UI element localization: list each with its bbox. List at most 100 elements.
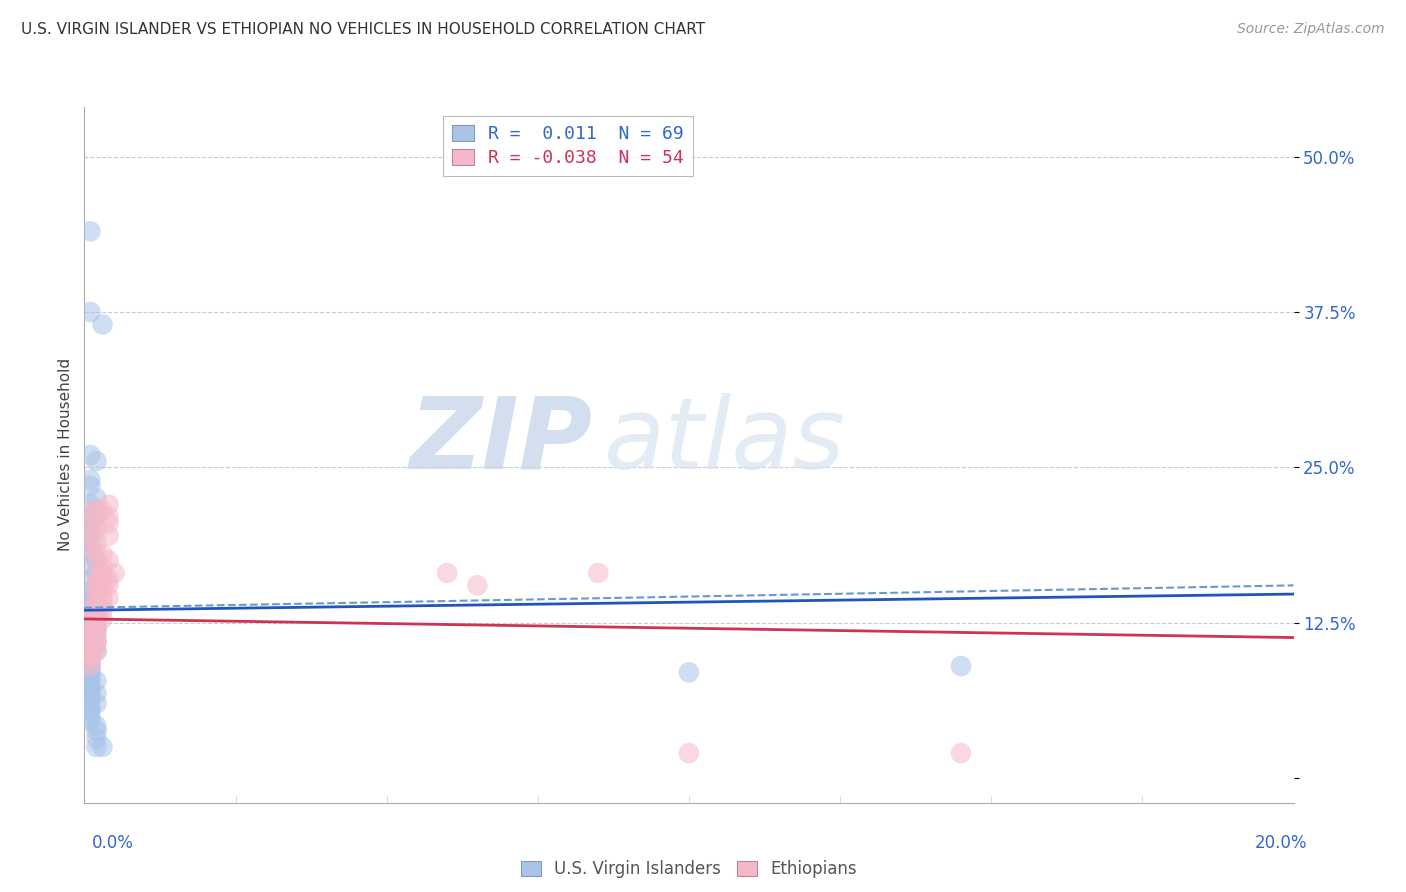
Point — [79, 653, 101, 667]
Point — [79, 516, 101, 531]
Point — [91, 570, 114, 584]
Point — [86, 634, 108, 648]
Point — [79, 669, 101, 683]
Point — [86, 624, 108, 639]
Point — [79, 681, 101, 696]
Point — [79, 529, 101, 543]
Point — [86, 612, 108, 626]
Point — [79, 599, 101, 614]
Point — [79, 700, 101, 714]
Point — [678, 746, 700, 760]
Point — [467, 578, 489, 592]
Point — [86, 628, 108, 642]
Point — [79, 622, 101, 636]
Point — [79, 534, 101, 549]
Point — [79, 684, 101, 698]
Point — [79, 479, 101, 493]
Point — [97, 553, 120, 567]
Point — [86, 634, 108, 648]
Point — [86, 578, 108, 592]
Point — [79, 632, 101, 646]
Text: Source: ZipAtlas.com: Source: ZipAtlas.com — [1237, 22, 1385, 37]
Point — [950, 659, 973, 673]
Point — [79, 523, 101, 537]
Point — [91, 559, 114, 574]
Point — [79, 609, 101, 624]
Text: 0.0%: 0.0% — [91, 834, 134, 852]
Point — [91, 547, 114, 561]
Point — [97, 516, 120, 531]
Point — [86, 566, 108, 580]
Point — [86, 719, 108, 733]
Point — [79, 529, 101, 543]
Point — [86, 637, 108, 651]
Point — [91, 574, 114, 589]
Point — [588, 566, 610, 580]
Point — [86, 584, 108, 599]
Point — [86, 615, 108, 630]
Text: U.S. VIRGIN ISLANDER VS ETHIOPIAN NO VEHICLES IN HOUSEHOLD CORRELATION CHART: U.S. VIRGIN ISLANDER VS ETHIOPIAN NO VEH… — [21, 22, 706, 37]
Point — [79, 659, 101, 673]
Point — [79, 541, 101, 555]
Point — [79, 448, 101, 462]
Point — [79, 510, 101, 524]
Point — [86, 491, 108, 506]
Point — [91, 603, 114, 617]
Point — [79, 665, 101, 680]
Point — [86, 572, 108, 586]
Point — [79, 704, 101, 718]
Point — [91, 739, 114, 754]
Point — [97, 510, 120, 524]
Point — [86, 553, 108, 567]
Point — [79, 607, 101, 621]
Point — [79, 632, 101, 646]
Point — [86, 619, 108, 633]
Point — [86, 607, 108, 621]
Text: 20.0%: 20.0% — [1256, 834, 1308, 852]
Point — [678, 665, 700, 680]
Point — [91, 612, 114, 626]
Point — [79, 672, 101, 686]
Point — [97, 591, 120, 605]
Point — [86, 587, 108, 601]
Point — [86, 644, 108, 658]
Point — [86, 599, 108, 614]
Text: atlas: atlas — [605, 392, 846, 490]
Point — [79, 649, 101, 664]
Point — [79, 609, 101, 624]
Point — [79, 694, 101, 708]
Point — [86, 504, 108, 518]
Point — [79, 584, 101, 599]
Point — [79, 603, 101, 617]
Point — [79, 640, 101, 655]
Point — [86, 644, 108, 658]
Point — [79, 305, 101, 319]
Point — [79, 628, 101, 642]
Text: ZIP: ZIP — [409, 392, 592, 490]
Point — [86, 545, 108, 559]
Legend: U.S. Virgin Islanders, Ethiopians: U.S. Virgin Islanders, Ethiopians — [513, 854, 865, 885]
Point — [79, 587, 101, 601]
Point — [86, 591, 108, 605]
Point — [86, 686, 108, 700]
Point — [86, 739, 108, 754]
Point — [79, 663, 101, 677]
Point — [79, 653, 101, 667]
Point — [91, 504, 114, 518]
Point — [79, 708, 101, 723]
Point — [91, 597, 114, 611]
Point — [79, 657, 101, 671]
Point — [97, 498, 120, 512]
Point — [79, 637, 101, 651]
Point — [86, 612, 108, 626]
Point — [91, 566, 114, 580]
Point — [97, 572, 120, 586]
Point — [79, 615, 101, 630]
Point — [86, 674, 108, 689]
Point — [79, 572, 101, 586]
Point — [950, 746, 973, 760]
Point — [79, 593, 101, 607]
Point — [86, 523, 108, 537]
Point — [79, 714, 101, 728]
Point — [79, 647, 101, 661]
